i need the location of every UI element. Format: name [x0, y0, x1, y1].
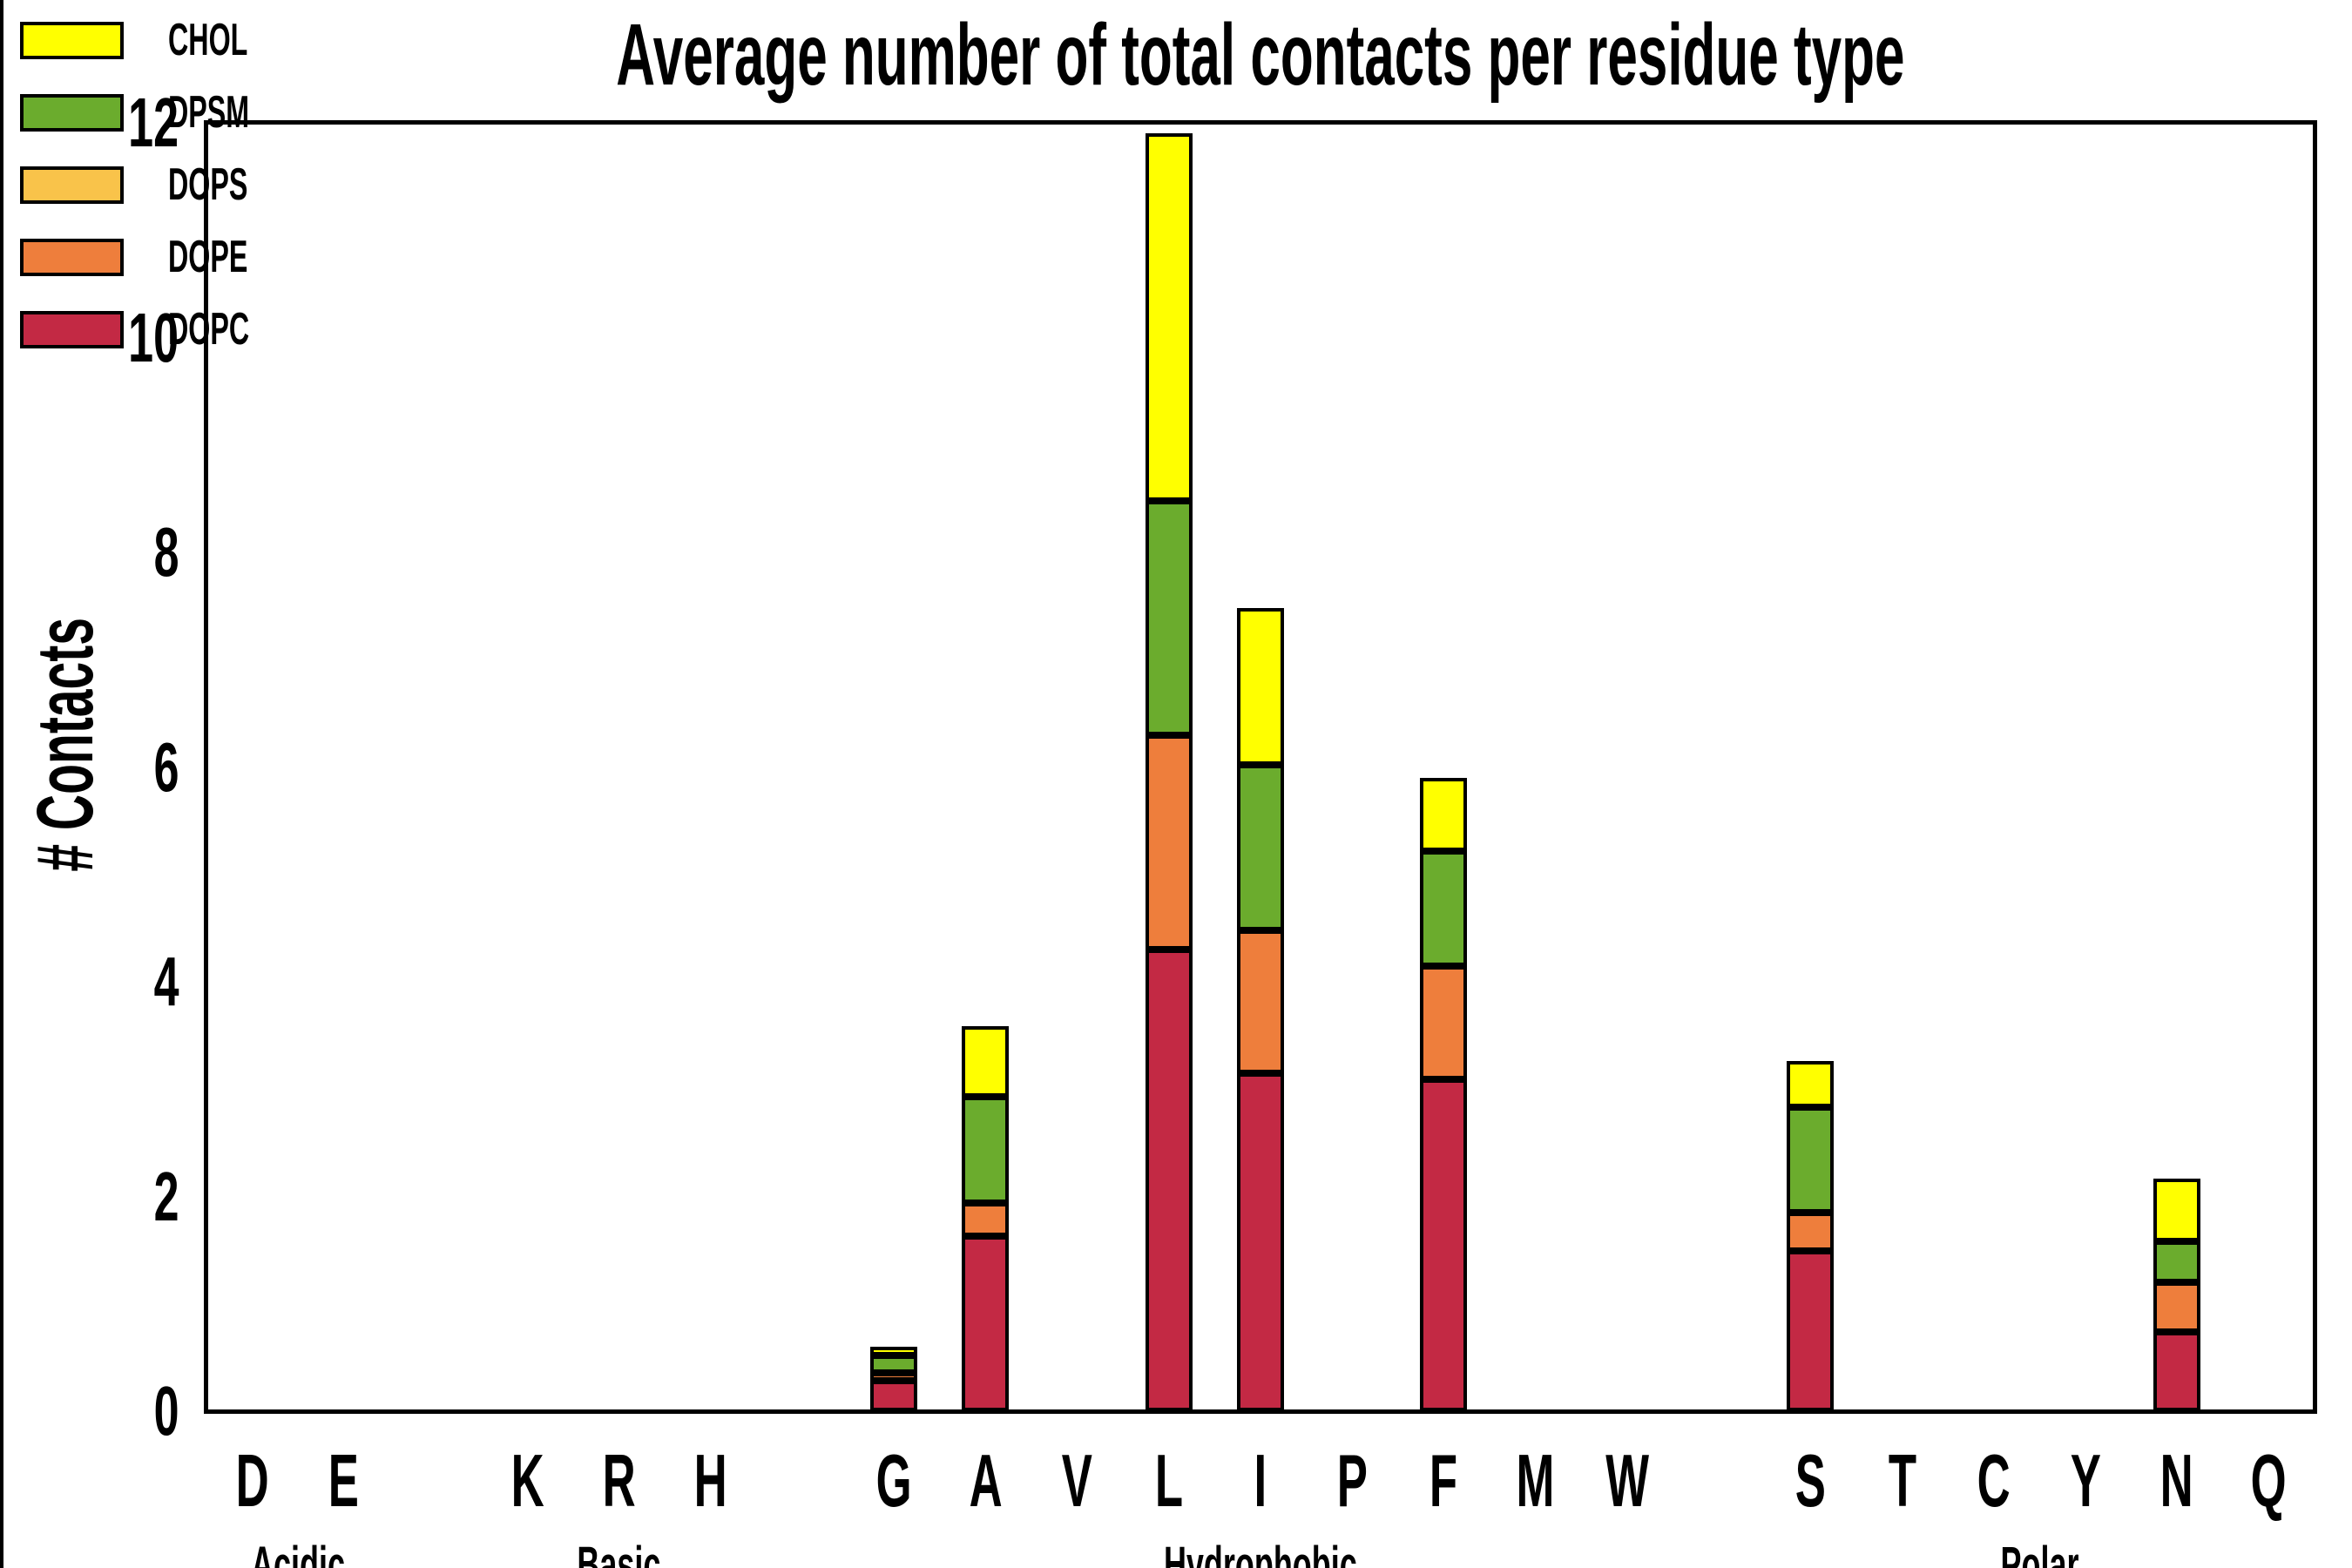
- y-tick-label-text: 2: [153, 1157, 179, 1235]
- residue-label-text: D: [235, 1440, 269, 1523]
- x-tick-label-F: F: [1374, 1444, 1513, 1518]
- group-separator: [0, 0, 3, 1288]
- residue-label-text: F: [1429, 1440, 1458, 1523]
- chart-title: Average number of total contacts per res…: [206, 5, 2315, 105]
- group-label-hydrophobic: Hydrophobic: [1043, 1540, 1478, 1568]
- y-axis-label-text: # Contacts: [21, 618, 110, 872]
- residue-label-text: I: [1254, 1440, 1267, 1523]
- residue-label-text: L: [1154, 1440, 1183, 1523]
- y-tick-label-text: 8: [153, 513, 179, 591]
- x-tick-label-I: I: [1191, 1444, 1330, 1518]
- x-tick-label-E: E: [274, 1444, 414, 1518]
- chart-title-text: Average number of total contacts per res…: [616, 6, 1905, 104]
- residue-label-text: S: [1794, 1440, 1826, 1523]
- y-tick-label: 10: [22, 298, 179, 376]
- residue-label-text: Q: [2250, 1440, 2287, 1523]
- group-separator: [0, 1288, 3, 1568]
- x-tick-label-Q: Q: [2199, 1444, 2338, 1518]
- x-tick-label-N: N: [2107, 1444, 2247, 1518]
- residue-label-text: M: [1516, 1440, 1555, 1523]
- legend-swatch-dpsm: [20, 94, 124, 132]
- group-label-basic: Basic: [401, 1540, 836, 1568]
- x-tick-label-C: C: [1924, 1444, 2064, 1518]
- residue-label-text: W: [1605, 1440, 1649, 1523]
- y-tick-label: 2: [22, 1157, 179, 1235]
- group-label-text: Basic: [577, 1537, 661, 1568]
- x-tick-label-Y: Y: [2016, 1444, 2155, 1518]
- group-label-text: Acidic: [251, 1537, 346, 1568]
- group-label-acidic: Acidic: [80, 1540, 516, 1568]
- x-tick-label-K: K: [457, 1444, 597, 1518]
- residue-label-text: K: [510, 1440, 544, 1523]
- x-tick-label-V: V: [1008, 1444, 1147, 1518]
- x-tick-label-D: D: [183, 1444, 322, 1518]
- plot-area: [204, 120, 2317, 1414]
- y-tick-label-text: 6: [153, 727, 179, 806]
- residue-label-text: V: [1061, 1440, 1093, 1523]
- residue-label-text: E: [328, 1440, 360, 1523]
- legend-swatch-dops: [20, 166, 124, 204]
- residue-label-text: A: [969, 1440, 1003, 1523]
- x-tick-label-T: T: [1833, 1444, 1972, 1518]
- residue-label-text: G: [875, 1440, 912, 1523]
- residue-label-text: Y: [2070, 1440, 2101, 1523]
- y-tick-label: 12: [22, 88, 179, 158]
- x-tick-label-R: R: [549, 1444, 688, 1518]
- residue-label-text: T: [1888, 1440, 1916, 1523]
- y-tick-label-text: 4: [153, 943, 179, 1020]
- y-axis-label: # Contacts: [21, 483, 110, 1006]
- legend-swatch-chol: [20, 22, 124, 59]
- x-tick-label-L: L: [1099, 1444, 1239, 1518]
- y-tick-label-text: 0: [153, 1372, 179, 1450]
- x-tick-label-P: P: [1282, 1444, 1422, 1518]
- x-tick-label-M: M: [1466, 1444, 1605, 1518]
- y-tick-label: 0: [22, 1376, 179, 1446]
- group-label-text: Hydrophobic: [1164, 1537, 1357, 1568]
- residue-label-text: C: [1977, 1440, 2011, 1523]
- legend-swatch-dopc: [20, 311, 124, 348]
- x-tick-label-G: G: [824, 1444, 963, 1518]
- x-tick-label-H: H: [641, 1444, 781, 1518]
- legend-swatch-dope: [20, 239, 124, 276]
- residue-label-text: P: [1336, 1440, 1368, 1523]
- y-tick-label-text: 12: [128, 84, 179, 161]
- group-label-polar: Polar: [1821, 1540, 2257, 1568]
- residue-label-text: N: [2160, 1440, 2194, 1523]
- y-tick-label-text: 10: [128, 298, 179, 376]
- x-tick-label-W: W: [1558, 1444, 1697, 1518]
- residue-label-text: H: [693, 1440, 727, 1523]
- group-label-text: Polar: [2000, 1537, 2079, 1568]
- x-tick-label-S: S: [1740, 1444, 1880, 1518]
- x-tick-label-A: A: [916, 1444, 1055, 1518]
- residue-label-text: R: [602, 1440, 636, 1523]
